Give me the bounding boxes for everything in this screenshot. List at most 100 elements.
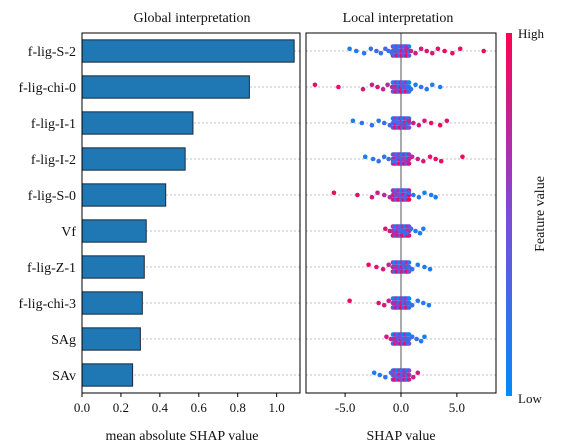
shap-point [415,370,421,376]
shap-point [347,46,352,52]
feature-label: f-lig-Z-1 [27,261,76,276]
global-x-axis-label: mean absolute SHAP value [105,429,258,444]
shap-point [389,84,395,90]
x-tick-label: 0.6 [191,400,208,415]
shap-point [427,266,433,272]
bar-SAg [81,327,141,351]
shap-point [428,120,434,126]
shap-point [422,118,427,124]
feature-label: f-lig-S-2 [28,45,76,60]
shap-point [370,156,376,162]
local-panel: Local interpretation -5.0 0.0 5.0 SHAP val… [305,11,497,444]
shap-point [433,194,438,200]
global-panel-title: Global interpretation [133,11,250,26]
shap-point [429,82,435,88]
shap-point [444,118,450,124]
shap-point [421,226,426,232]
shap-point [428,192,434,198]
shap-point [395,226,400,232]
shap-point [355,192,360,198]
colorbar-high-label: High [518,26,545,41]
shap-point [360,86,366,92]
shap-point [397,374,403,380]
shap-point [386,48,392,54]
bar-SAv [81,363,134,387]
shap-point [406,372,412,378]
shap-point [414,336,419,342]
shap-point [408,48,414,54]
shap-point [400,156,406,162]
shap-point [409,302,415,308]
shap-point [390,300,396,306]
shap-point [380,86,386,92]
local-x-axis-label: SHAP value [366,429,435,444]
shap-point [413,228,418,234]
shap-point [366,262,371,268]
feature-label: f-lig-S-0 [28,189,76,204]
shap-point [408,226,414,232]
shap-point [359,120,365,126]
shap-point [391,118,397,124]
shap-point [384,334,389,340]
shap-point [383,226,388,232]
shap-point [406,80,412,85]
x-tick-label: 1.0 [269,400,285,415]
shap-point [416,194,422,200]
shap-point [369,194,375,200]
feature-labels: f-lig-S-2 f-lig-chi-0 f-lig-I-1 f-lig-I-2 f-… [18,45,76,384]
shap-point [442,48,447,54]
shap-point [402,370,407,376]
shap-point [387,122,393,128]
shap-point [416,122,422,128]
shap-point [383,374,388,380]
bar-f-lig-S-0 [81,183,167,207]
shap-point [405,158,411,164]
shap-point [374,264,379,270]
shap-point [406,260,412,265]
shap-point [381,154,387,160]
shap-point [383,46,388,52]
feature-label: f-lig-I-2 [31,153,76,168]
shap-point [415,298,421,304]
shap-point [460,154,465,160]
shap-point [388,370,394,376]
x-tick-label: -5.0 [335,400,356,415]
shap-point [376,118,381,124]
shap-point [400,298,406,304]
shap-point [410,192,416,198]
shap-point [371,370,377,376]
shap-point [400,50,406,56]
shap-point [312,82,318,88]
shap-point [406,53,412,58]
colorbar-title: Feature value [533,176,548,252]
shap-point [381,192,387,198]
shap-point [429,50,435,56]
shap-point [368,46,374,52]
shap-point [374,48,379,54]
shap-point [395,154,400,160]
global-plot-frame [81,32,301,394]
shap-point [386,156,392,162]
shap-point [396,120,402,126]
shap-point [413,82,418,88]
feature-label: Vf [61,225,76,240]
shap-point [421,300,426,306]
shap-point [361,50,367,56]
bar-f-lig-chi-0 [81,75,250,99]
feature-label: f-lig-chi-3 [18,297,76,312]
shap-point [400,336,406,342]
shap-point [437,122,443,128]
bar-f-lig-I-1 [81,111,194,135]
shap-point [391,230,397,236]
shap-point [415,156,421,162]
colorbar: High Low Feature value [506,26,548,406]
shap-point [347,298,352,304]
colorbar-gradient [506,33,512,396]
local-x-ticks: -5.0 0.0 5.0 [335,393,465,415]
bar-f-lig-I-2 [81,147,186,171]
feature-label: f-lig-I-1 [31,117,76,132]
feature-label: f-lig-chi-0 [18,81,76,96]
shap-point [406,296,412,301]
shap-point [375,190,380,196]
shap-point [336,84,341,90]
